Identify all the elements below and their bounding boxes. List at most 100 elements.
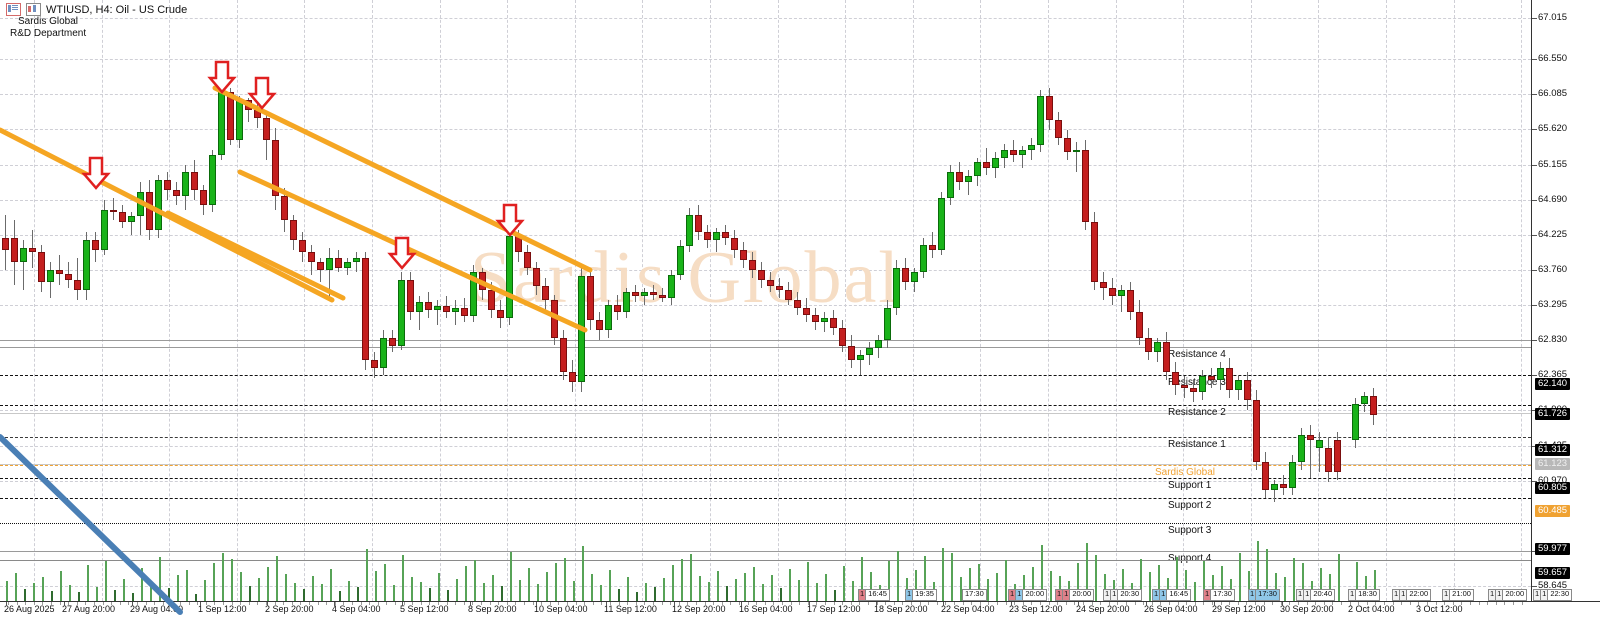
- news-event-marker[interactable]: 1 1 20:00: [1008, 589, 1048, 601]
- candle-body: [938, 198, 945, 250]
- time-minor-tick: [1315, 602, 1317, 605]
- event-time-label: 20:00: [1072, 589, 1092, 598]
- time-tick: [1146, 602, 1147, 606]
- candlestick: [587, 0, 594, 601]
- candlestick: [299, 0, 306, 601]
- volume-bar: [663, 578, 665, 601]
- chart-list-icon[interactable]: [6, 3, 21, 16]
- volume-bar: [384, 564, 386, 601]
- time-minor-tick: [1452, 602, 1454, 605]
- candlestick: [443, 0, 450, 601]
- time-minor-tick: [463, 602, 465, 605]
- time-minor-tick: [1237, 602, 1239, 605]
- news-event-marker[interactable]: 17:30: [962, 589, 987, 601]
- volume-bar: [951, 553, 953, 601]
- time-minor-tick: [1074, 602, 1076, 605]
- candle-wick: [1022, 146, 1023, 168]
- event-impact-badge: 1: [1009, 589, 1017, 600]
- candle-body: [1073, 150, 1080, 152]
- volume-bar: [1293, 558, 1295, 601]
- news-event-marker[interactable]: 1 16:45: [858, 589, 890, 601]
- time-minor-tick: [549, 602, 551, 605]
- news-event-marker[interactable]: 1 1 20:30: [1103, 589, 1143, 601]
- time-minor-tick: [601, 602, 603, 605]
- news-event-marker[interactable]: 1 1 20:00: [1055, 589, 1095, 601]
- candlestick: [254, 0, 261, 601]
- time-minor-tick: [180, 602, 181, 605]
- candle-body: [1226, 368, 1233, 390]
- candlestick: [731, 0, 738, 601]
- event-impact-badge: 1: [1541, 589, 1549, 600]
- news-event-marker[interactable]: 1 19:35: [905, 589, 937, 601]
- time-minor-tick: [1495, 602, 1497, 605]
- time-minor-tick: [1126, 602, 1127, 605]
- candle-body: [470, 272, 477, 316]
- price-tick-label: 65.620: [1538, 123, 1568, 134]
- news-event-marker[interactable]: 1 1 20:00: [1488, 589, 1528, 601]
- volume-bar: [123, 579, 125, 601]
- candle-wick: [716, 228, 717, 252]
- news-event-marker[interactable]: 1 17:30: [1248, 589, 1280, 601]
- candle-body: [1028, 145, 1035, 150]
- time-axis[interactable]: 26 Aug 2025 27 Aug 20:00 29 Aug 04:00 1 Sep…: [0, 601, 1600, 619]
- candle-body: [740, 250, 747, 260]
- volume-bar: [969, 568, 971, 601]
- candlestick: [497, 0, 504, 601]
- candle-body: [902, 268, 909, 282]
- time-minor-tick: [945, 602, 947, 605]
- event-time-label: 20:00: [1505, 589, 1525, 598]
- time-tick: [1282, 602, 1283, 606]
- candle-body: [713, 232, 720, 240]
- price-tick: [1532, 59, 1537, 60]
- time-minor-tick: [739, 602, 740, 605]
- candlestick-icon[interactable]: [26, 3, 41, 16]
- event-impact-badge: 1: [1063, 589, 1071, 600]
- candle-body: [146, 192, 153, 230]
- volume-bar: [447, 590, 449, 601]
- price-axis[interactable]: 67.015 66.550 66.085 65.620 65.155 64.690 64.2…: [1531, 0, 1600, 601]
- news-event-marker[interactable]: 1 21:00: [1442, 589, 1474, 601]
- candlestick: [542, 0, 549, 601]
- candlestick: [101, 0, 108, 601]
- candlestick: [695, 0, 702, 601]
- news-event-marker[interactable]: 1 1 16:45: [1152, 589, 1192, 601]
- candle-body: [965, 176, 972, 182]
- volume-bar: [627, 577, 629, 601]
- time-tick-label: 26 Sep 04:00: [1144, 604, 1198, 614]
- time-minor-tick: [377, 602, 379, 605]
- time-minor-tick: [1409, 602, 1411, 605]
- candlestick: [20, 0, 27, 601]
- volume-bar: [240, 572, 242, 601]
- candle-body: [497, 310, 504, 318]
- candle-wick: [356, 252, 357, 272]
- candle-body: [578, 276, 585, 382]
- news-event-marker[interactable]: 1 18:30: [1348, 589, 1380, 601]
- candlestick: [326, 0, 333, 601]
- candle-body: [1082, 150, 1089, 222]
- news-event-marker[interactable]: 1 1 20:40: [1296, 589, 1336, 601]
- candlestick: [128, 0, 135, 601]
- news-event-marker[interactable]: 1 17:30: [1203, 589, 1235, 601]
- candle-body: [1145, 338, 1152, 352]
- time-tick-label: 18 Sep 20:00: [874, 604, 928, 614]
- time-minor-tick: [1091, 602, 1093, 605]
- volume-bar: [204, 580, 206, 601]
- news-event-marker[interactable]: 1 1 22:00: [1392, 589, 1432, 601]
- candlestick: [209, 0, 216, 601]
- candlestick: [956, 0, 963, 601]
- time-minor-tick: [670, 602, 672, 605]
- candlestick: [812, 0, 819, 601]
- volume-bar: [1239, 553, 1241, 601]
- candlestick: [38, 0, 45, 601]
- volume-bar: [807, 562, 809, 601]
- time-tick: [132, 602, 133, 606]
- candlestick: [371, 0, 378, 601]
- candlestick: [650, 0, 657, 601]
- price-tick: [1532, 410, 1537, 411]
- time-tick-label: 24 Sep 20:00: [1076, 604, 1130, 614]
- volume-bar: [303, 589, 305, 601]
- news-event-marker[interactable]: 1 1 22:30: [1533, 589, 1573, 601]
- volume-bar: [330, 569, 332, 601]
- time-minor-tick: [1418, 602, 1420, 605]
